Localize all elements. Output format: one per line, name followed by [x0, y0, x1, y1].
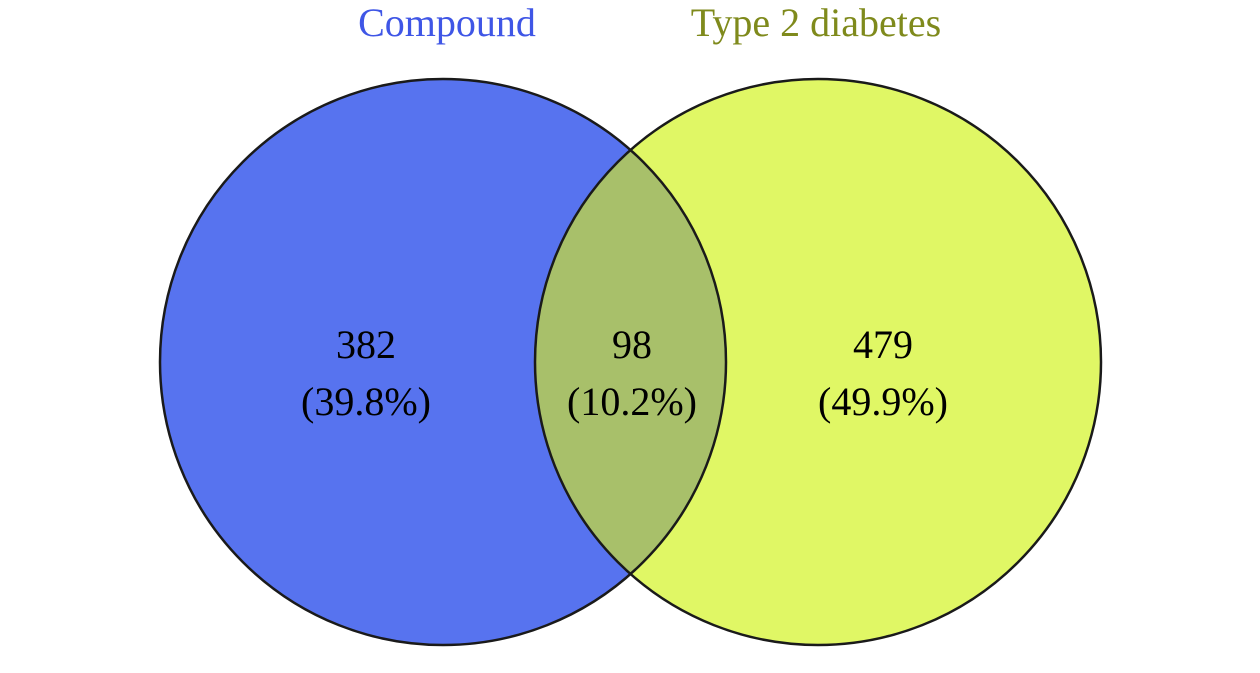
intersection-count: 98 [612, 322, 652, 367]
compound-circle-outline [158, 77, 728, 647]
type2-diabetes-set-title: Type 2 diabetes [691, 0, 941, 45]
right-region-count: 479 [853, 322, 913, 367]
right-region-percent: (49.9%) [818, 379, 948, 424]
intersection-percent: (10.2%) [567, 379, 697, 424]
compound-set-title: Compound [358, 0, 536, 45]
intersection-region [535, 79, 726, 645]
left-region-count: 382 [336, 322, 396, 367]
type2-diabetes-circle-outline [533, 77, 1103, 647]
left-region-percent: (39.8%) [301, 379, 431, 424]
